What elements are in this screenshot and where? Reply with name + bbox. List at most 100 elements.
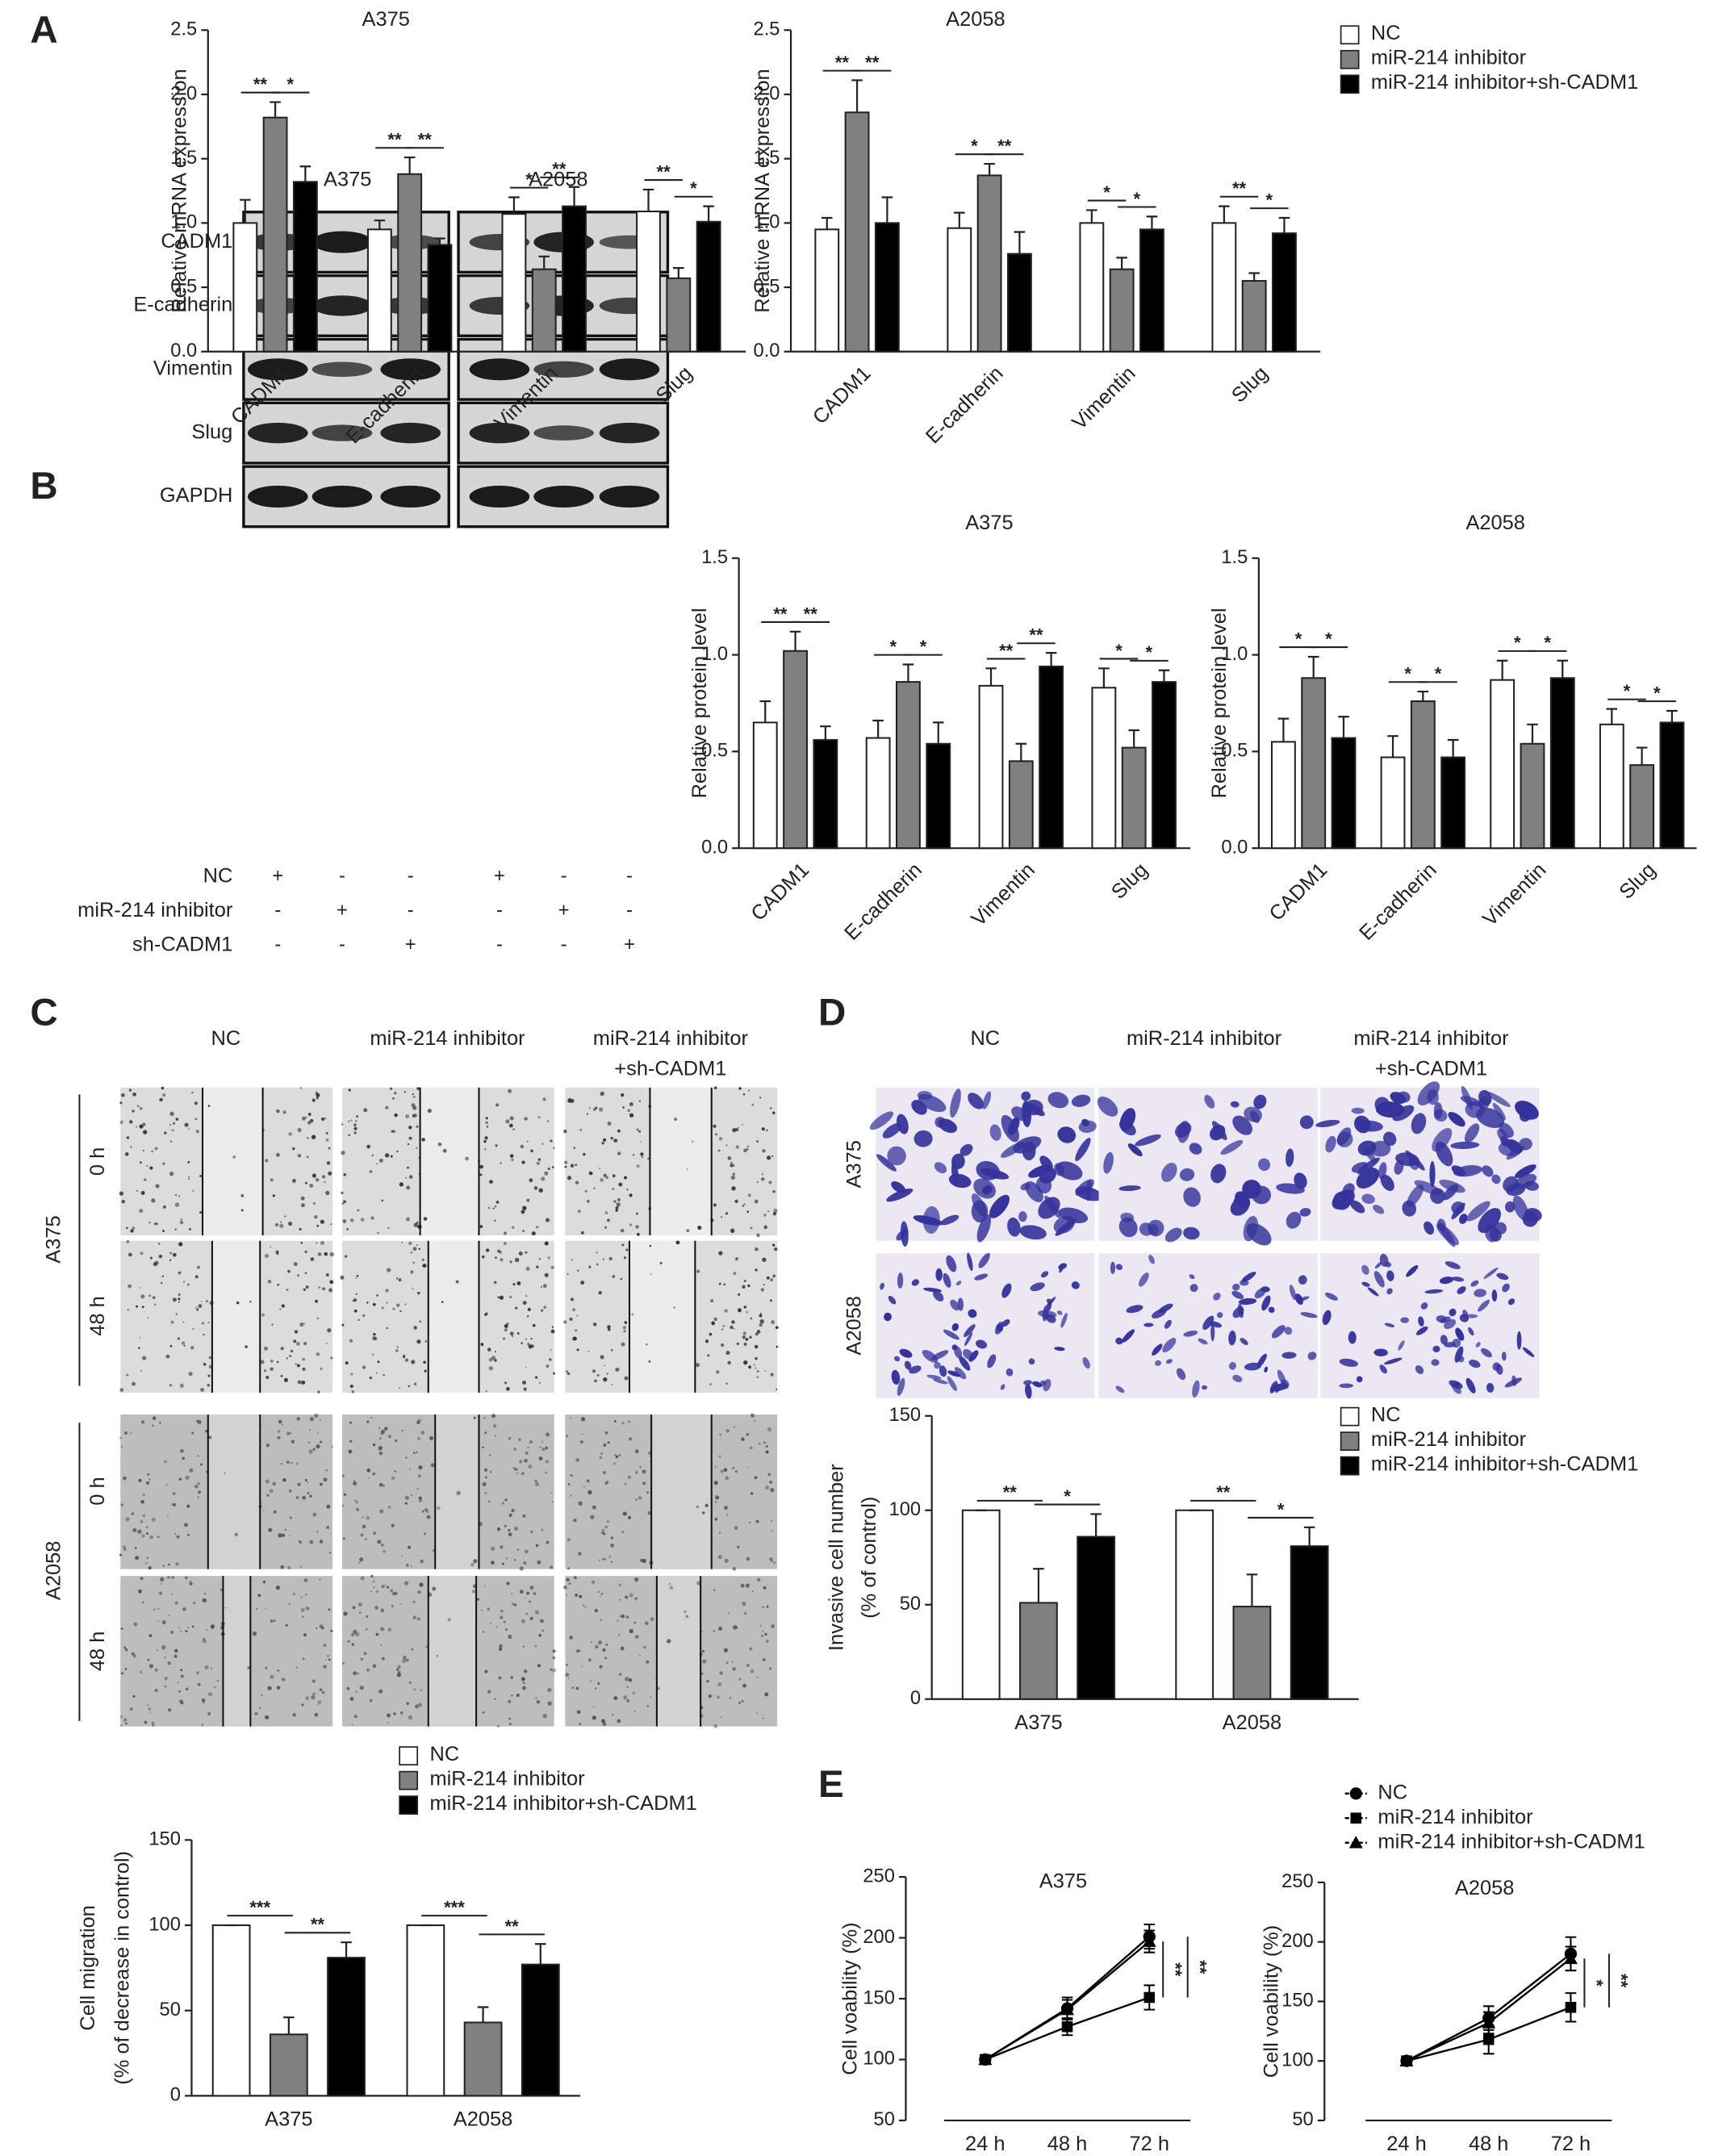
cell-blob [1322, 1310, 1332, 1326]
cell-dot [325, 1131, 328, 1134]
cell-dot [125, 1517, 130, 1522]
cell-dot [140, 1191, 145, 1195]
cell-dot [366, 1144, 370, 1149]
cell-dot [419, 1499, 422, 1503]
cell-dot [185, 1475, 190, 1480]
cell-dot [293, 1262, 298, 1267]
cell-dot [587, 1351, 590, 1352]
condition-sign: - [626, 900, 633, 921]
cell-dot [761, 1630, 764, 1632]
cell-dot [755, 1357, 758, 1360]
cell-blob [1448, 1112, 1465, 1127]
cell-dot [602, 1258, 604, 1260]
cell-dot [600, 1719, 605, 1724]
cell-blob [1054, 1347, 1065, 1352]
cell-dot [762, 1149, 766, 1153]
cell-dot [513, 1468, 516, 1471]
cell-dot [482, 1711, 485, 1714]
significance-label: ** [387, 130, 402, 150]
cell-dot [278, 1419, 282, 1424]
cell-dot [592, 1322, 597, 1327]
cell-dot [489, 1623, 492, 1625]
cell-dot [636, 1164, 640, 1168]
cell-dot [380, 1544, 384, 1547]
cell-dot [594, 1608, 599, 1613]
cell-dot [550, 1565, 554, 1569]
cell-dot [144, 1720, 148, 1724]
cell-dot [419, 1582, 424, 1587]
cell-dot [265, 1444, 270, 1448]
cell-dot [512, 1283, 516, 1286]
cell-dot [197, 1496, 199, 1498]
cell-blob [1431, 1359, 1440, 1366]
cell-dot [276, 1686, 281, 1690]
cell-dot [185, 1576, 188, 1580]
error-bar [1417, 690, 1429, 702]
cell-dot [487, 1206, 491, 1210]
cell-dot [518, 1438, 521, 1441]
cell-dot [736, 1257, 738, 1260]
cell-dot [140, 1161, 142, 1164]
cell-dot [208, 1356, 212, 1360]
cell-dot [136, 1105, 140, 1108]
cell-dot [573, 1518, 577, 1523]
cell-blob [1179, 1168, 1195, 1181]
cell-dot [594, 1644, 599, 1649]
cell-dot [207, 1374, 211, 1377]
cell-dot [157, 1620, 160, 1623]
y-tick-label: 1.0 [170, 212, 197, 233]
cell-blob [1238, 1297, 1257, 1306]
cell-dot [357, 1318, 360, 1321]
cell-dot [394, 1470, 397, 1473]
cell-dot [484, 1431, 487, 1435]
cell-dot [417, 1419, 422, 1423]
cell-dot [169, 1172, 174, 1176]
cell-dot [622, 1106, 625, 1109]
cell-blob [1177, 1120, 1190, 1143]
cell-dot [766, 1605, 769, 1608]
cell-dot [311, 1694, 316, 1700]
cell-dot [408, 1241, 412, 1246]
cell-blob [1361, 1264, 1369, 1275]
cell-dot [734, 1199, 738, 1204]
cell-dot [635, 1225, 639, 1229]
cell-dot [756, 1677, 759, 1679]
cell-blob [1138, 1272, 1149, 1287]
cell-dot [633, 1621, 637, 1624]
cell-dot [535, 1226, 539, 1229]
cell-dot [764, 1632, 767, 1636]
cell-dot [210, 1624, 215, 1629]
cell-dot [313, 1201, 316, 1205]
cell-dot [617, 1619, 619, 1623]
cell-dot [571, 1474, 574, 1477]
y-axis-label: Relative mRNA expression [751, 69, 774, 312]
cell-dot [732, 1667, 736, 1671]
cell-dot [208, 1435, 212, 1439]
cell-dot [566, 1435, 569, 1438]
x-tick-label: E-cadherin [840, 859, 926, 945]
cell-dot [341, 1323, 345, 1327]
cell-dot [421, 1258, 424, 1261]
cell-dot [268, 1527, 273, 1532]
cell-dot [692, 1140, 694, 1143]
cell-blob [1449, 1308, 1457, 1317]
cell-dot [380, 1431, 384, 1435]
cell-dot [155, 1184, 160, 1189]
cell-dot [311, 1679, 316, 1683]
cell-blob [891, 1181, 906, 1193]
cell-dot [153, 1262, 157, 1267]
cell-blob [1435, 1141, 1453, 1167]
cell-dot [342, 1537, 345, 1540]
cell-dot [600, 1452, 603, 1455]
cell-dot [424, 1532, 426, 1536]
cell-dot [147, 1317, 148, 1319]
cell-dot [533, 1186, 538, 1190]
cell-dot [301, 1116, 306, 1121]
cell-dot [633, 1577, 639, 1582]
cell-dot [748, 1521, 751, 1524]
cell-blob [1351, 1107, 1365, 1114]
cell-dot [743, 1148, 747, 1153]
cell-dot [738, 1087, 742, 1090]
cell-dot [522, 1205, 527, 1210]
cell-dot [387, 1435, 391, 1439]
